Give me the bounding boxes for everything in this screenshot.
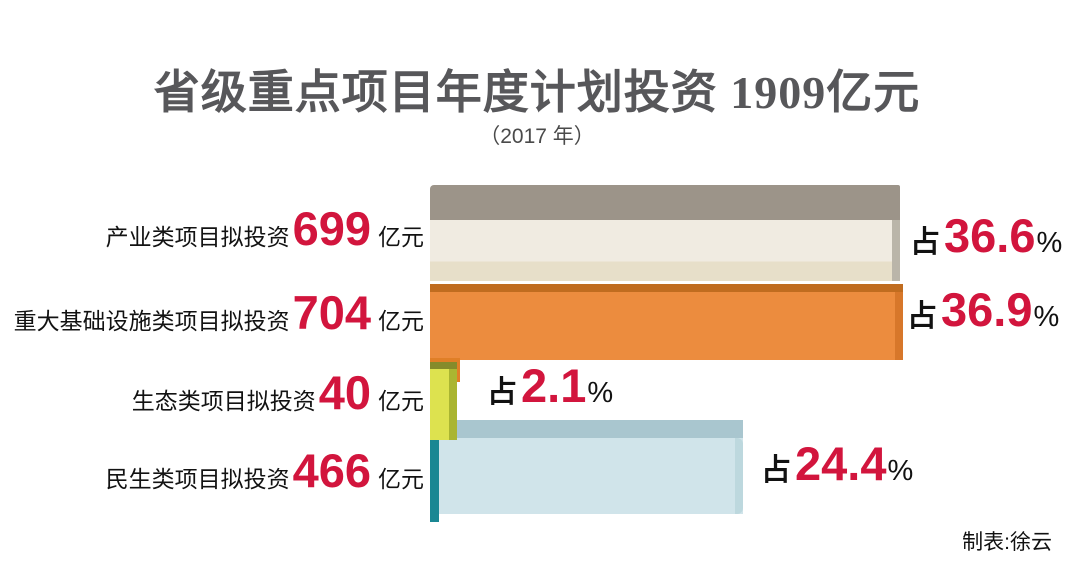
percent-prefix: 占 [487, 376, 517, 409]
bar-livelihood [430, 420, 743, 522]
bar-percent: 占 2.1 % [487, 362, 613, 411]
bar-top-face [430, 284, 903, 292]
percent-prefix: 占 [761, 454, 791, 487]
percent-prefix: 占 [910, 226, 940, 259]
bar-front-face [430, 220, 900, 281]
percent-value: 24.4 [795, 437, 887, 490]
bar-value: 466 [292, 444, 371, 497]
bar-front-face [430, 292, 903, 360]
percent-value: 36.9 [941, 283, 1033, 336]
bar-percent: 占 24.4 % [761, 440, 913, 489]
bar-value: 40 [318, 366, 371, 419]
percent-value: 36.6 [944, 209, 1036, 262]
bar-label: 生态类项目拟投资 40 亿元 [0, 366, 424, 419]
percent-sign: % [887, 455, 914, 487]
bar-percent: 占 36.9 % [907, 286, 1059, 335]
percent-sign: % [587, 377, 614, 409]
bar-front-face [430, 438, 743, 514]
bar-label: 民生类项目拟投资 466 亿元 [0, 444, 424, 497]
bar-industry [430, 185, 900, 281]
bar-infrastructure [430, 284, 903, 382]
bar-left-edge [430, 428, 439, 522]
bar-value: 699 [292, 202, 371, 255]
bar-percent: 占 36.6 % [910, 212, 1062, 261]
bar-front-face [430, 369, 457, 440]
bar-label-text: 产业类项目拟投资 [105, 224, 290, 250]
bar-label-text: 重大基础设施类项目拟投资 [13, 308, 290, 334]
bar-label-text: 生态类项目拟投资 [131, 388, 316, 414]
bar-top-face [430, 362, 457, 369]
percent-sign: % [1036, 227, 1063, 259]
bar-top-face [430, 185, 900, 220]
chart-title: 省级重点项目年度计划投资 1909亿元 [153, 67, 921, 118]
percent-value: 2.1 [521, 359, 587, 412]
bar-unit: 亿元 [378, 466, 424, 492]
bar-ecology [430, 362, 457, 440]
percent-sign: % [1033, 301, 1060, 333]
bar-label: 重大基础设施类项目拟投资 704 亿元 [0, 286, 424, 339]
bar-top-face [430, 420, 743, 438]
percent-prefix: 占 [907, 300, 937, 333]
bar-label: 产业类项目拟投资 699 亿元 [0, 202, 424, 255]
bar-value: 704 [292, 286, 371, 339]
chart-subtitle: （2017 年） [479, 125, 595, 148]
bar-unit: 亿元 [378, 388, 424, 414]
bar-label-text: 民生类项目拟投资 [105, 466, 290, 492]
bar-unit: 亿元 [378, 308, 424, 334]
bar-unit: 亿元 [378, 224, 424, 250]
credit-line: 制表:徐云 [962, 531, 1052, 554]
